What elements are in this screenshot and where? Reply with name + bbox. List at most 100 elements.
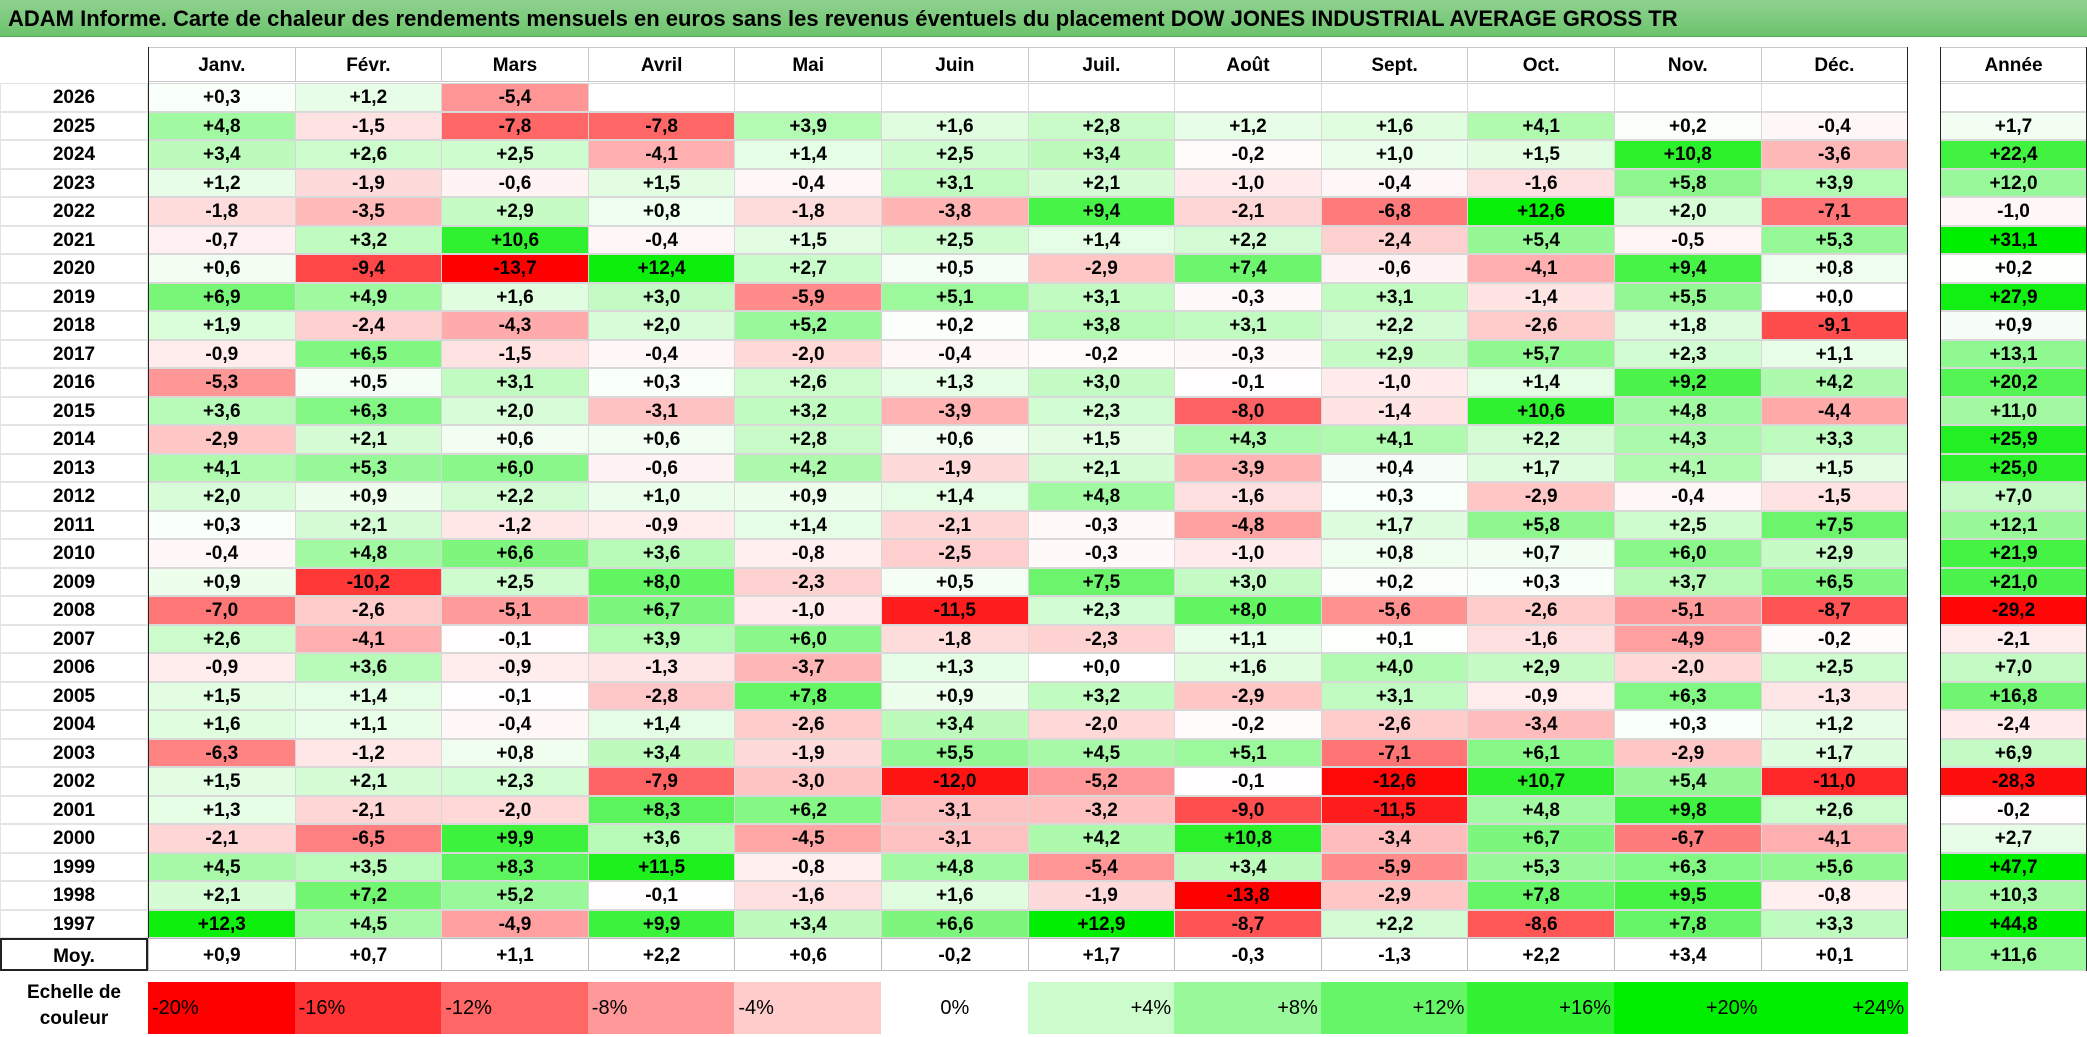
heatmap-cell: +6,1 bbox=[1467, 738, 1615, 767]
color-scale-stop: -12% bbox=[441, 982, 589, 1034]
year-label: 2017 bbox=[0, 339, 148, 368]
heatmap-cell: +1,3 bbox=[881, 368, 1029, 397]
heatmap-cell: +5,7 bbox=[1467, 339, 1615, 368]
heatmap-cell: +1,6 bbox=[881, 111, 1029, 140]
heatmap-cell: -0,2 bbox=[1760, 624, 1909, 653]
year-label: 2013 bbox=[0, 453, 148, 482]
heatmap-cell: +1,4 bbox=[294, 681, 443, 710]
heatmap-cell: +4,2 bbox=[1760, 368, 1909, 397]
heatmap-cell: +3,3 bbox=[1760, 425, 1909, 454]
heatmap-cell: +2,0 bbox=[441, 396, 589, 425]
heatmap-cell: -0,2 bbox=[1174, 710, 1322, 739]
heatmap-cell: -1,9 bbox=[881, 453, 1029, 482]
heatmap-cell: +4,5 bbox=[1027, 738, 1176, 767]
average-cell: +3,4 bbox=[1614, 938, 1762, 971]
heatmap-cell: +4,8 bbox=[294, 539, 443, 568]
heatmap-cell: -0,1 bbox=[587, 881, 736, 910]
year-label: 2006 bbox=[0, 653, 148, 682]
heatmap-cell: -7,9 bbox=[587, 767, 736, 796]
heatmap-cell: +3,4 bbox=[587, 738, 736, 767]
heatmap-cell: +0,5 bbox=[881, 567, 1029, 596]
color-scale-stop: +24% bbox=[1760, 982, 1909, 1034]
year-label: 2000 bbox=[0, 824, 148, 853]
heatmap-cell: +0,8 bbox=[1320, 539, 1469, 568]
heatmap-cell: -5,6 bbox=[1320, 596, 1469, 625]
heatmap-cell: +4,1 bbox=[1614, 453, 1762, 482]
heatmap-cell: -0,1 bbox=[441, 624, 589, 653]
average-cell: +0,1 bbox=[1760, 938, 1909, 971]
average-cell: -0,2 bbox=[881, 938, 1029, 971]
heatmap-cell: +8,0 bbox=[1174, 596, 1322, 625]
heatmap-cell: -0,9 bbox=[1467, 681, 1615, 710]
heatmap-cell: -1,2 bbox=[294, 738, 443, 767]
heatmap-cell: +3,6 bbox=[294, 653, 443, 682]
heatmap-cell: +3,6 bbox=[148, 396, 296, 425]
heatmap-cell: +0,6 bbox=[881, 425, 1029, 454]
year-label: 2025 bbox=[0, 111, 148, 140]
heatmap-cell: +6,9 bbox=[148, 282, 296, 311]
heatmap-cell: +5,3 bbox=[1760, 225, 1909, 254]
heatmap-cell: -0,3 bbox=[1027, 510, 1176, 539]
year-label: 2011 bbox=[0, 510, 148, 539]
color-scale-stop: +8% bbox=[1174, 982, 1322, 1034]
heatmap-cell: +3,9 bbox=[1760, 168, 1909, 197]
heatmap-cell: +4,8 bbox=[1027, 482, 1176, 511]
heatmap-cell: +2,1 bbox=[294, 425, 443, 454]
heatmap-cell: +2,2 bbox=[1467, 425, 1615, 454]
heatmap-cell: +3,9 bbox=[734, 111, 882, 140]
heatmap-cell: +3,4 bbox=[148, 140, 296, 169]
color-scale-stop: +4% bbox=[1027, 982, 1176, 1034]
heatmap-cell: +5,1 bbox=[881, 282, 1029, 311]
annual-cell: +0,9 bbox=[1940, 311, 2087, 340]
year-label: 2024 bbox=[0, 140, 148, 169]
heatmap-cell: +7,5 bbox=[1027, 567, 1176, 596]
heatmap-cell: -4,9 bbox=[441, 909, 589, 938]
heatmap-cell: +12,4 bbox=[587, 254, 736, 283]
heatmap-cell: -3,5 bbox=[294, 197, 443, 226]
heatmap-cell: +0,6 bbox=[148, 254, 296, 283]
heatmap-cell: +2,1 bbox=[294, 510, 443, 539]
year-label: 2012 bbox=[0, 482, 148, 511]
year-label: 2007 bbox=[0, 624, 148, 653]
heatmap-cell: +2,5 bbox=[1614, 510, 1762, 539]
heatmap-cell: -4,1 bbox=[1760, 824, 1909, 853]
heatmap-cell: -4,1 bbox=[1467, 254, 1615, 283]
annual-cell: +27,9 bbox=[1940, 282, 2087, 311]
year-label: 2010 bbox=[0, 539, 148, 568]
heatmap-cell: -11,0 bbox=[1760, 767, 1909, 796]
heatmap-cell: +5,4 bbox=[1467, 225, 1615, 254]
heatmap-cell: -1,4 bbox=[1320, 396, 1469, 425]
heatmap-cell: +11,5 bbox=[587, 852, 736, 881]
annual-cell: +7,0 bbox=[1940, 653, 2087, 682]
heatmap-cell: +3,2 bbox=[294, 225, 443, 254]
heatmap-cell: -0,4 bbox=[1320, 168, 1469, 197]
heatmap-cell: -1,5 bbox=[1760, 482, 1909, 511]
heatmap-cell: +3,2 bbox=[1027, 681, 1176, 710]
heatmap-cell: +1,4 bbox=[734, 140, 882, 169]
annual-cell: +21,0 bbox=[1940, 567, 2087, 596]
heatmap-cell: +0,3 bbox=[148, 83, 296, 112]
heatmap-cell: +3,5 bbox=[294, 852, 443, 881]
heatmap-cell: +10,8 bbox=[1614, 140, 1762, 169]
title-bar: ADAM Informe. Carte de chaleur des rende… bbox=[0, 0, 2087, 37]
heatmap-cell: +3,4 bbox=[1174, 852, 1322, 881]
heatmap-cell: +6,5 bbox=[1760, 567, 1909, 596]
year-label: 2004 bbox=[0, 710, 148, 739]
heatmap-cell: -0,4 bbox=[1760, 111, 1909, 140]
heatmap-cell: -4,3 bbox=[441, 311, 589, 340]
heatmap-cell: -0,2 bbox=[1174, 140, 1322, 169]
annual-cell: +20,2 bbox=[1940, 368, 2087, 397]
heatmap-cell: +3,4 bbox=[734, 909, 882, 938]
heatmap-cell: +7,4 bbox=[1174, 254, 1322, 283]
heatmap-cell: +0,8 bbox=[441, 738, 589, 767]
year-label: 2002 bbox=[0, 767, 148, 796]
heatmap-cell: -8,0 bbox=[1174, 396, 1322, 425]
heatmap-cell bbox=[1174, 83, 1322, 112]
heatmap-cell: +1,6 bbox=[441, 282, 589, 311]
heatmap-cell: +0,4 bbox=[1320, 453, 1469, 482]
heatmap-cell: -3,4 bbox=[1320, 824, 1469, 853]
heatmap-cell: +1,5 bbox=[148, 681, 296, 710]
heatmap-cell: +0,0 bbox=[1027, 653, 1176, 682]
heatmap-cell: +12,9 bbox=[1027, 909, 1176, 938]
heatmap-cell: +3,0 bbox=[1027, 368, 1176, 397]
